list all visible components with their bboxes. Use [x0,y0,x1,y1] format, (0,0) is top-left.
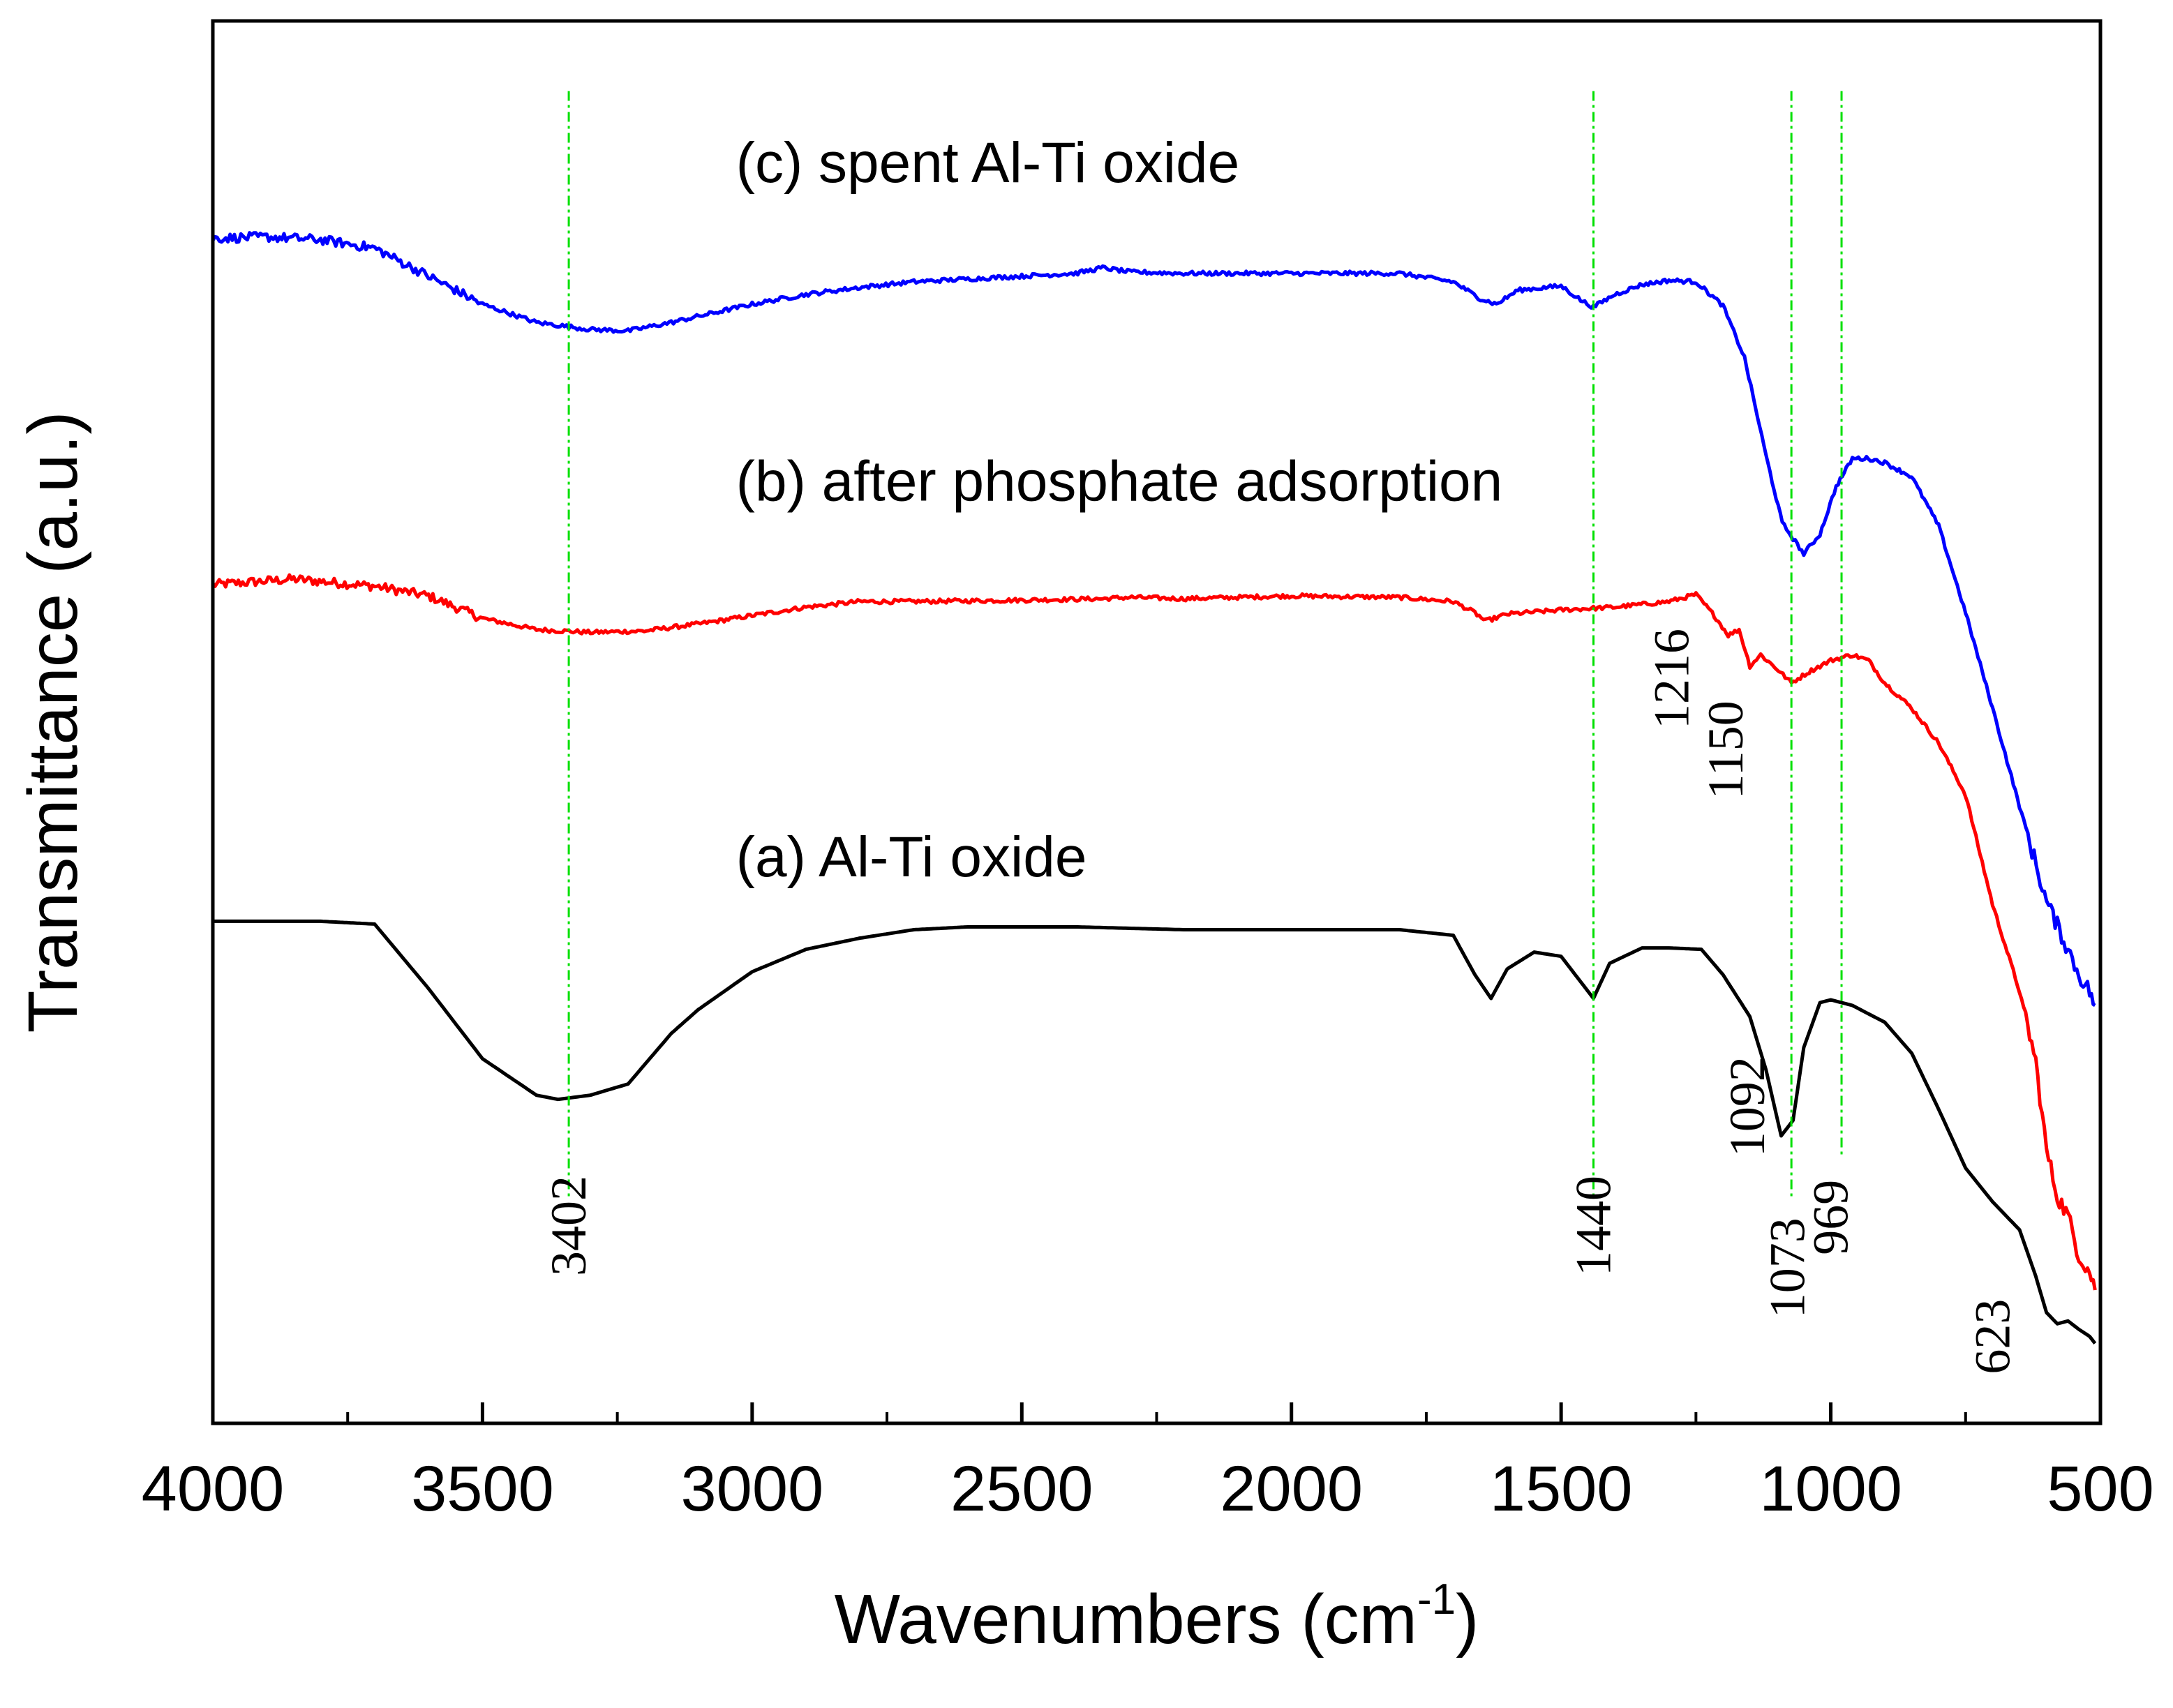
series-line-2 [211,573,2097,1291]
x-tick-label: 2500 [950,1453,1093,1525]
series-line-3 [211,231,2096,1007]
peak-label-4: 1150 [1698,701,1754,799]
x-axis-label-close: ) [1456,1580,1479,1658]
peak-label-6: 1073 [1760,1218,1816,1318]
peak-label-1: 3402 [541,1176,597,1276]
x-tick-label: 1000 [1759,1453,1902,1525]
x-axis-label-superscript: -1 [1417,1575,1456,1624]
series-label-1: (c) spent Al-Ti oxide [736,131,1240,195]
series-line-1 [213,919,2097,1344]
x-tick-label: 3000 [681,1453,824,1525]
series-label-2: (b) after phosphate adsorption [736,449,1503,513]
x-tick-label: 500 [2047,1453,2154,1525]
x-tick-label: 2000 [1220,1453,1363,1525]
x-tick-label: 1500 [1490,1453,1633,1525]
series-label-3: (a) Al-Ti oxide [736,825,1087,889]
peak-label-3: 1216 [1644,629,1700,729]
x-tick-label: 4000 [142,1453,285,1525]
annotations-layer: (c) spent Al-Ti oxide (b) after phosphate… [541,131,2020,1374]
y-axis-label: Transmittance (a.u.) [14,411,92,1033]
x-axis-label-main: Wavenumbers (cm [835,1580,1417,1658]
peak-label-8: 623 [1964,1299,2020,1374]
peak-label-7: 969 [1803,1180,1859,1255]
x-axis-label: Wavenumbers (cm-1) [835,1575,1479,1658]
series-layer [211,231,2097,1344]
peak-label-2: 1440 [1566,1176,1622,1276]
reference-lines-layer [567,91,1843,1199]
x-axis: 4000 3500 3000 2500 2000 1500 1000 500 [142,1402,2154,1525]
peak-label-5: 1092 [1719,1056,1775,1157]
x-tick-label: 3500 [411,1453,554,1525]
